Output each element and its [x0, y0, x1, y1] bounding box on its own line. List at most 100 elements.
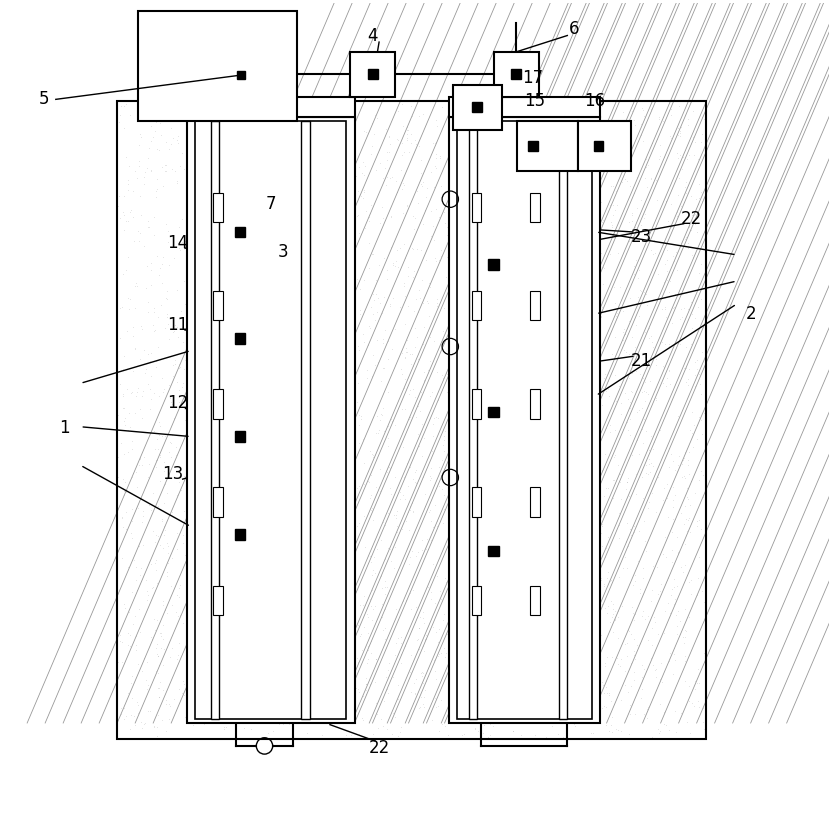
- Point: [209, 531, 223, 544]
- Point: [403, 499, 417, 513]
- Point: [503, 576, 517, 589]
- Point: [586, 154, 600, 167]
- Point: [685, 208, 699, 222]
- Point: [404, 357, 417, 370]
- Point: [267, 678, 281, 691]
- Point: [210, 329, 223, 342]
- Point: [648, 616, 662, 629]
- Point: [448, 178, 461, 191]
- Point: [344, 468, 358, 481]
- Point: [631, 639, 644, 652]
- Point: [581, 597, 595, 610]
- Point: [269, 285, 282, 298]
- Point: [605, 221, 618, 234]
- Point: [500, 121, 513, 134]
- Point: [375, 408, 389, 421]
- Point: [638, 207, 652, 220]
- Point: [512, 649, 525, 662]
- Point: [291, 654, 305, 667]
- Point: [381, 683, 394, 696]
- Point: [558, 670, 571, 683]
- Point: [426, 137, 439, 150]
- Point: [236, 559, 249, 573]
- Point: [240, 319, 254, 332]
- Point: [608, 612, 622, 625]
- Point: [407, 505, 420, 518]
- Point: [483, 718, 496, 731]
- Point: [684, 475, 697, 488]
- Point: [482, 578, 496, 591]
- Point: [653, 727, 666, 740]
- Point: [627, 648, 641, 662]
- Point: [173, 608, 186, 621]
- Point: [629, 119, 643, 132]
- Point: [591, 438, 604, 452]
- Point: [444, 112, 457, 125]
- Point: [653, 110, 666, 124]
- Point: [483, 394, 496, 407]
- Point: [359, 160, 372, 173]
- Point: [173, 361, 186, 374]
- Point: [223, 617, 237, 630]
- Point: [588, 519, 601, 532]
- Point: [580, 463, 594, 476]
- Point: [526, 595, 539, 608]
- Point: [619, 246, 633, 260]
- Point: [121, 638, 134, 651]
- Point: [346, 269, 360, 283]
- Point: [595, 195, 608, 208]
- Point: [468, 600, 481, 613]
- Point: [224, 630, 238, 643]
- Text: 4: 4: [367, 26, 378, 44]
- Point: [353, 517, 366, 530]
- Point: [115, 301, 129, 314]
- Point: [487, 414, 501, 428]
- Point: [290, 349, 303, 362]
- Point: [131, 280, 144, 293]
- Point: [181, 615, 194, 628]
- Point: [353, 686, 366, 699]
- Point: [147, 301, 160, 314]
- Point: [213, 154, 227, 167]
- Point: [113, 364, 127, 377]
- Point: [209, 482, 223, 495]
- Point: [134, 452, 147, 465]
- Point: [447, 589, 460, 602]
- Point: [510, 678, 523, 691]
- Text: 22: 22: [681, 210, 702, 228]
- Point: [165, 457, 179, 471]
- Point: [281, 413, 294, 426]
- Point: [584, 134, 597, 147]
- Point: [538, 175, 552, 188]
- Point: [459, 536, 472, 550]
- Point: [282, 718, 296, 731]
- Point: [681, 459, 695, 472]
- Point: [149, 360, 162, 373]
- Point: [173, 694, 186, 707]
- Point: [135, 664, 149, 677]
- Point: [114, 436, 128, 449]
- Point: [215, 620, 228, 633]
- Point: [389, 603, 402, 616]
- Point: [658, 151, 671, 164]
- Point: [531, 550, 544, 563]
- Point: [460, 473, 474, 486]
- Point: [398, 350, 412, 363]
- Point: [507, 673, 520, 686]
- Point: [464, 552, 477, 565]
- Point: [387, 562, 401, 575]
- Point: [241, 244, 255, 257]
- Point: [448, 576, 461, 589]
- Point: [150, 647, 164, 660]
- Point: [673, 449, 686, 462]
- Point: [665, 555, 679, 569]
- Point: [213, 334, 226, 347]
- Point: [352, 419, 365, 432]
- Point: [559, 625, 572, 639]
- Point: [151, 649, 165, 662]
- Point: [442, 343, 455, 356]
- Point: [479, 294, 492, 307]
- Point: [345, 362, 359, 375]
- Point: [218, 720, 231, 733]
- Point: [163, 333, 176, 346]
